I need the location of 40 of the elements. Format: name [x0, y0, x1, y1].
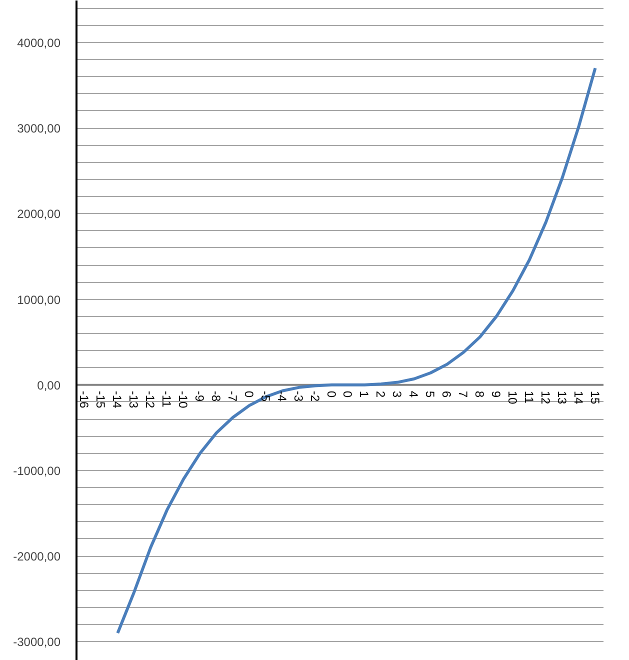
x-tick-label: -10: [176, 390, 190, 409]
x-tick-label: -9: [192, 390, 207, 402]
x-tick-label: 0: [324, 390, 338, 398]
y-tick-label: 4000,00: [17, 36, 61, 50]
x-tick-label: 13: [554, 390, 569, 405]
y-tick-label: 2000,00: [17, 207, 61, 222]
x-tick-label: 1: [357, 390, 372, 398]
x-tick-label: 2: [374, 390, 388, 398]
y-tick-label: -3000,00: [13, 635, 61, 650]
x-tick-label: -8: [208, 390, 223, 402]
x-tick-label: 3: [390, 390, 404, 398]
x-tick-label: 4: [406, 390, 421, 398]
x-tick-label: 14: [571, 390, 586, 405]
x-tick-label: 0: [340, 390, 355, 398]
x-tick-label: 0: [242, 390, 256, 398]
x-tick-label: -16: [77, 390, 92, 409]
y-tick-label: -1000,00: [13, 464, 61, 478]
x-tick-label: 10: [505, 390, 520, 405]
x-tick-label: -11: [160, 390, 174, 408]
x-tick-label: -4: [274, 390, 289, 402]
x-tick-label: -3: [291, 390, 306, 402]
x-tick-label: 12: [538, 390, 552, 405]
y-tick-label: -2000,00: [13, 550, 61, 564]
x-tick-label: 8: [472, 390, 486, 398]
x-tick-label: 6: [440, 390, 454, 398]
x-tick-label: -5: [258, 390, 272, 402]
x-tick-label: 7: [456, 390, 470, 398]
y-tick-label: 3000,00: [17, 122, 61, 136]
x-tick-label: -2: [308, 390, 322, 402]
y-tick-label: 1000,00: [17, 292, 61, 307]
x-tick-label: 5: [423, 390, 438, 398]
x-tick-label: -12: [143, 390, 158, 409]
x-tick-label: -15: [94, 390, 108, 409]
x-tick-label: -7: [225, 390, 240, 402]
y-tick-label: 0,00: [37, 378, 61, 392]
x-tick-label: -13: [126, 390, 141, 409]
x-tick-label: 15: [588, 390, 602, 405]
x-tick-label: 11: [522, 390, 536, 404]
x-tick-label: 9: [488, 390, 503, 398]
x-tick-label: -14: [110, 390, 124, 409]
